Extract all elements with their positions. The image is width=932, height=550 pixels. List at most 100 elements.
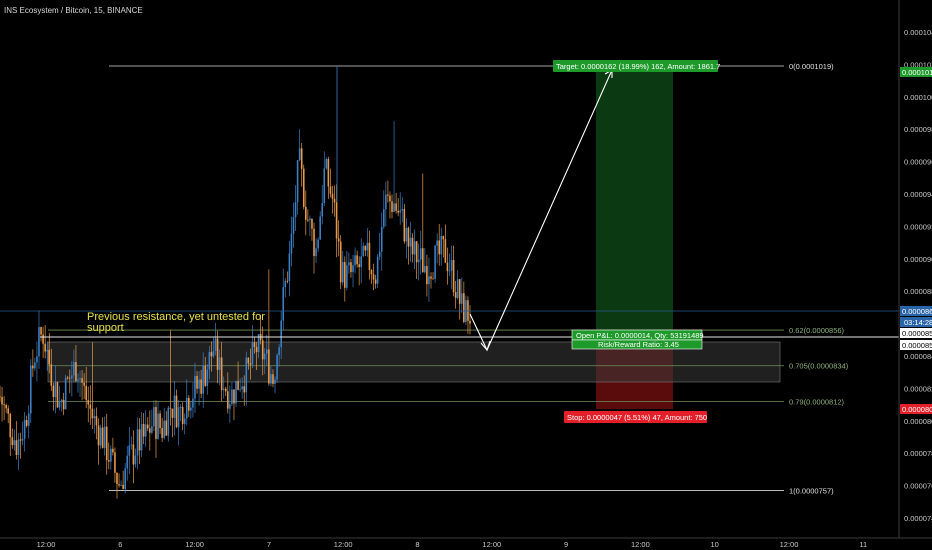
candle-body (163, 420, 165, 438)
candle-body (241, 386, 243, 390)
candle-body (245, 357, 248, 393)
candle-body (134, 455, 137, 465)
candle-body (290, 233, 293, 254)
candle-body (136, 429, 139, 456)
candle-body (294, 202, 297, 218)
candle-body (138, 429, 141, 451)
target-label: Target: 0.0000162 (18.99%) 162, Amount: … (556, 62, 720, 71)
candle-body (196, 375, 198, 389)
candle-body (300, 148, 303, 169)
candle-body (208, 352, 211, 370)
candle-body (159, 413, 161, 429)
candle-body (452, 260, 455, 293)
candle-body (337, 238, 340, 242)
candle-body (120, 484, 122, 486)
candle-body (276, 355, 278, 380)
candle-body (81, 378, 83, 383)
candle-body (372, 274, 375, 280)
candle-body (417, 259, 420, 263)
candle-body (34, 362, 36, 369)
candle-body (280, 320, 282, 348)
candle-body (419, 248, 422, 260)
candle-body (218, 357, 221, 370)
candle-body (298, 148, 301, 161)
candle-body (438, 240, 441, 255)
candle-body (171, 408, 174, 418)
candle-body (60, 399, 63, 403)
candle-body (333, 198, 336, 203)
candle-body (309, 218, 311, 221)
candle-body (190, 407, 192, 411)
candle-body (216, 338, 219, 370)
candle-body (66, 377, 69, 379)
candle-body (73, 362, 75, 376)
candle-body (17, 439, 20, 455)
candle-body (11, 437, 14, 446)
candle-body (179, 407, 182, 408)
candle-body (428, 276, 430, 285)
candle-body (5, 404, 7, 409)
candle-body (274, 379, 276, 384)
candle-body (126, 455, 129, 469)
target-badge[interactable]: Target: 0.0000162 (18.99%) 162, Amount: … (553, 60, 720, 72)
candle-body (220, 357, 223, 391)
time-axis[interactable]: 12:00 6 12:00 7 12:00 8 12:00 9 12:00 10 12:00 11 (0, 537, 932, 549)
candle-body (424, 266, 426, 273)
candle-body (257, 333, 260, 353)
candle-body (192, 398, 194, 408)
candle-body (68, 377, 71, 379)
candle-body (325, 158, 328, 169)
candle-body (85, 385, 88, 401)
candle-body (83, 382, 85, 386)
candle-body (89, 404, 92, 409)
candle-body (75, 362, 77, 382)
candle-body (385, 194, 387, 210)
candle-body (128, 445, 131, 456)
candle-body (263, 353, 266, 360)
candle-body (235, 380, 237, 404)
candle-body (50, 364, 53, 386)
candle-body (288, 253, 291, 281)
open-pl-badge[interactable]: Open P&L: 0.0000014, Qty: 53191489 Risk/… (571, 329, 704, 350)
candle-body (132, 444, 135, 465)
candle-body (200, 379, 202, 394)
candle-body (358, 264, 360, 268)
candle-body (3, 404, 5, 406)
candle-body (387, 194, 389, 196)
fib-level-label: 0(0.0001019) (789, 62, 834, 71)
candle-body (124, 468, 126, 489)
candle-body (239, 389, 241, 391)
stop-badge[interactable]: Stop: 0.0000047 (5.51%) 47, Amount: 750 (564, 411, 707, 423)
candle-body (354, 255, 356, 266)
candle-body (296, 160, 299, 203)
candle-body (401, 208, 404, 211)
candle-body (140, 424, 143, 451)
candle-body (315, 248, 317, 257)
y-tick-label: 0.0001020 (904, 60, 932, 69)
candle-body (253, 342, 256, 348)
annotation-line-2[interactable]: support (87, 322, 124, 334)
candle-body (21, 438, 24, 441)
candle-body (233, 389, 235, 404)
x-tick-label: 9 (564, 540, 568, 549)
stop-price-tag-bg (900, 404, 932, 414)
candle-body (346, 265, 348, 288)
candle-body (79, 378, 81, 380)
candle-body (144, 424, 147, 437)
candle-body (436, 240, 438, 246)
candle-body (247, 357, 250, 364)
annotation-line-1[interactable]: Previous resistance, yet untested for (87, 311, 265, 323)
y-tick-label: 0.0000780 (904, 449, 932, 458)
candle-body (103, 426, 106, 448)
candle-body (450, 260, 453, 271)
candle-body (341, 262, 344, 283)
candle-body (38, 327, 40, 357)
candle-body (469, 320, 471, 324)
y-tick-label: 0.0000760 (904, 482, 932, 491)
candle-body (46, 349, 49, 352)
current-price-tag: 0.0000867 (902, 307, 932, 316)
candle-body (321, 203, 324, 217)
entry-price-tag-bg (900, 328, 932, 338)
